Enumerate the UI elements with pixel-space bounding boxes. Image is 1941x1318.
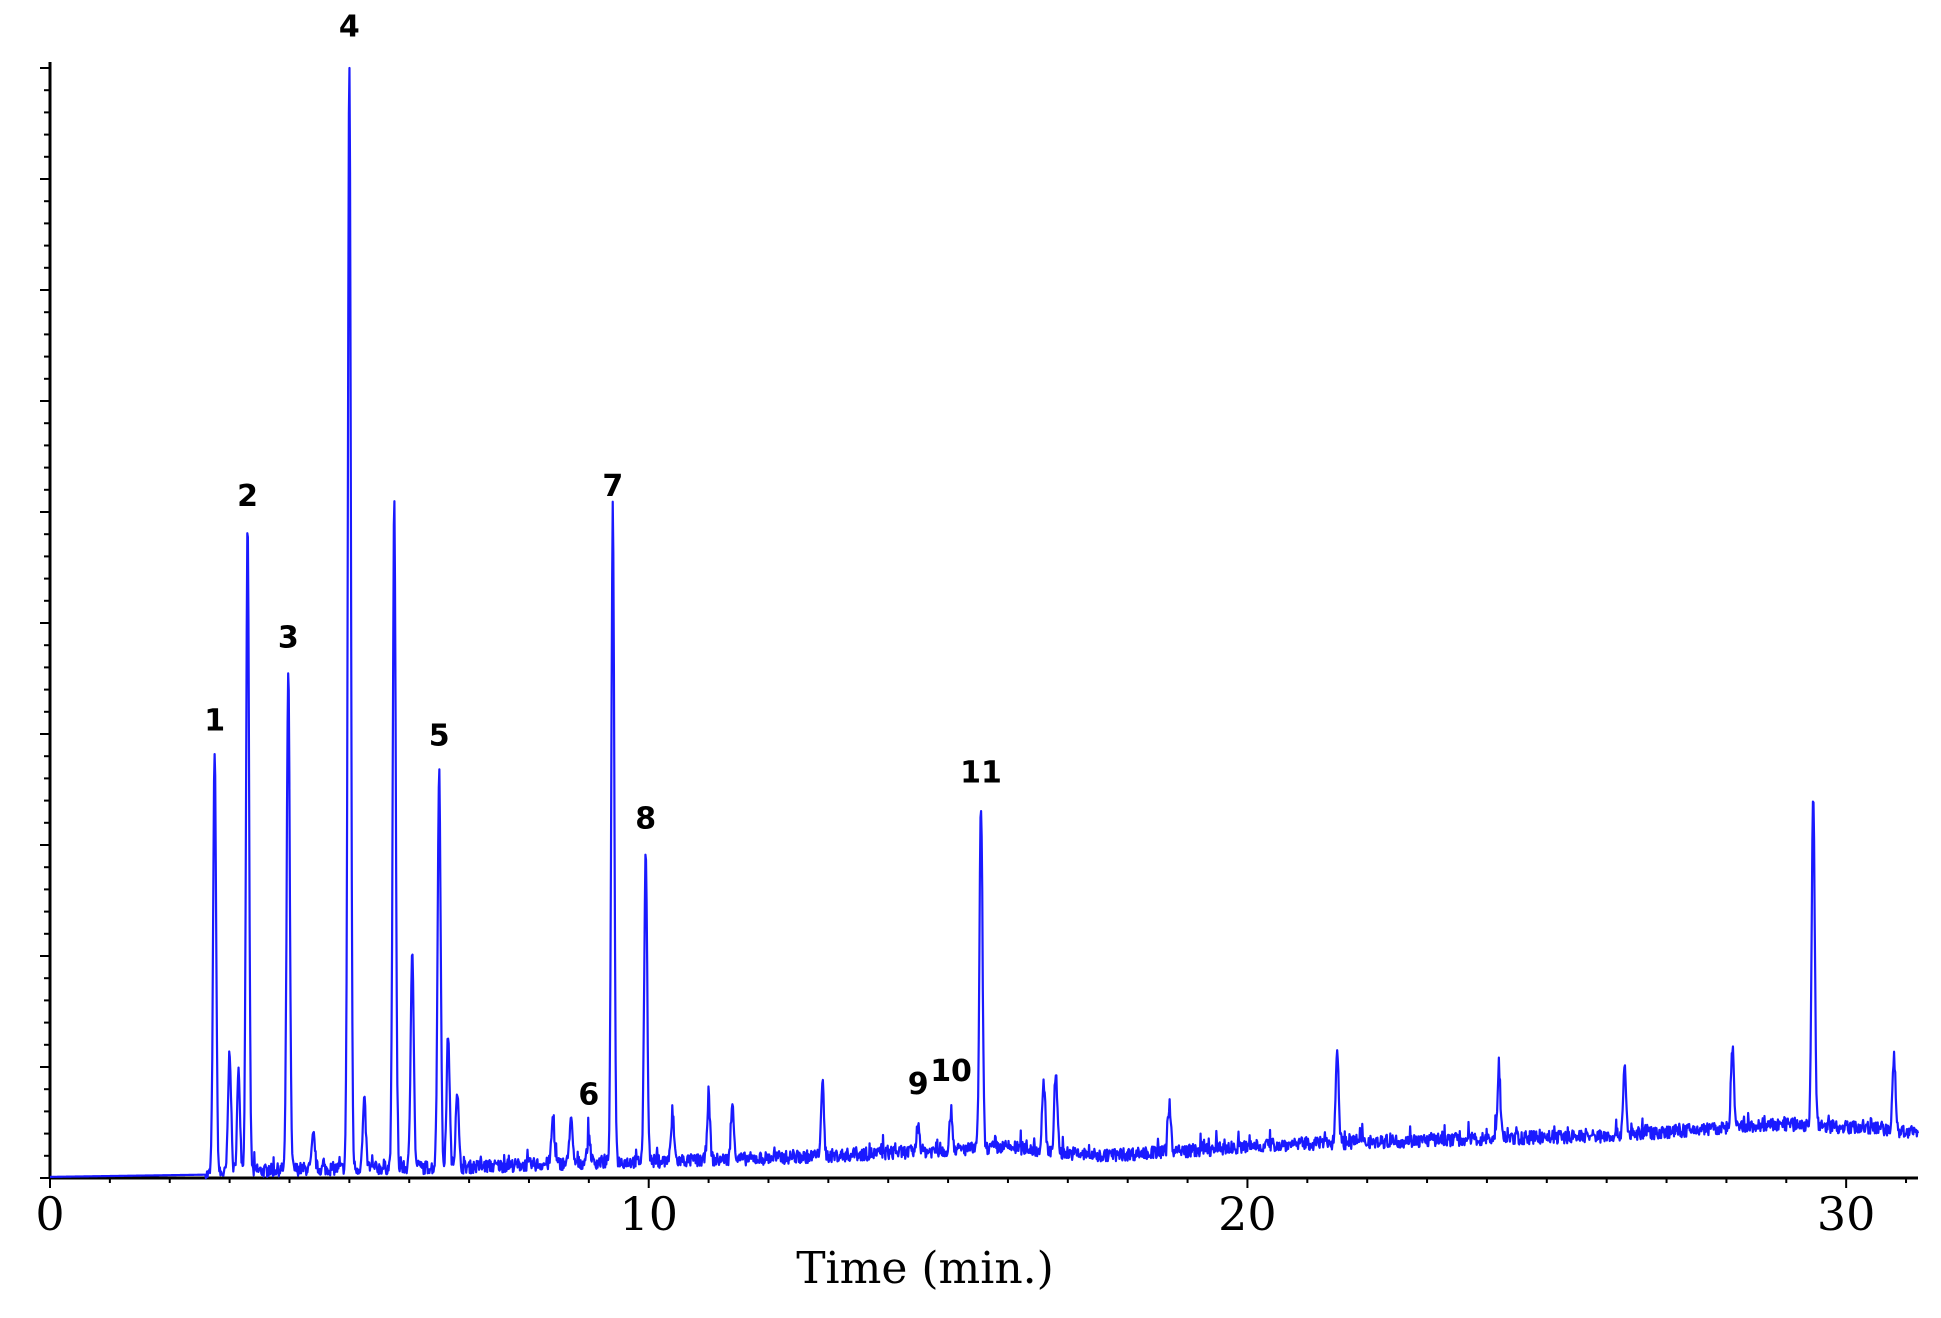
x-tick-label: 20 xyxy=(1218,1187,1277,1241)
peak-label-9: 9 xyxy=(908,1067,929,1102)
peak-label-8: 8 xyxy=(635,802,656,837)
x-tick-label: 0 xyxy=(35,1187,64,1241)
peak-label-1: 1 xyxy=(204,703,225,738)
peak-labels: 1 2 3 4 5 6 7 8 9 10 11 xyxy=(204,9,1002,1112)
peak-label-11: 11 xyxy=(960,755,1002,790)
x-tick-label: 10 xyxy=(619,1187,678,1241)
y-ticks xyxy=(40,67,50,1179)
series-line xyxy=(49,66,1920,1180)
peak-label-3: 3 xyxy=(278,621,299,656)
peak-label-5: 5 xyxy=(429,719,450,754)
peak-label-7: 7 xyxy=(602,469,623,504)
trace-group xyxy=(49,66,1920,1180)
x-axis-label: Time (min.) xyxy=(796,1243,1054,1294)
peak-label-2: 2 xyxy=(237,479,258,514)
peak-label-10: 10 xyxy=(930,1054,972,1089)
x-tick-label: 30 xyxy=(1817,1187,1876,1241)
x-ticks: 0 10 20 30 xyxy=(35,1178,1908,1241)
peak-label-4: 4 xyxy=(339,9,360,44)
peak-label-6: 6 xyxy=(578,1078,599,1113)
